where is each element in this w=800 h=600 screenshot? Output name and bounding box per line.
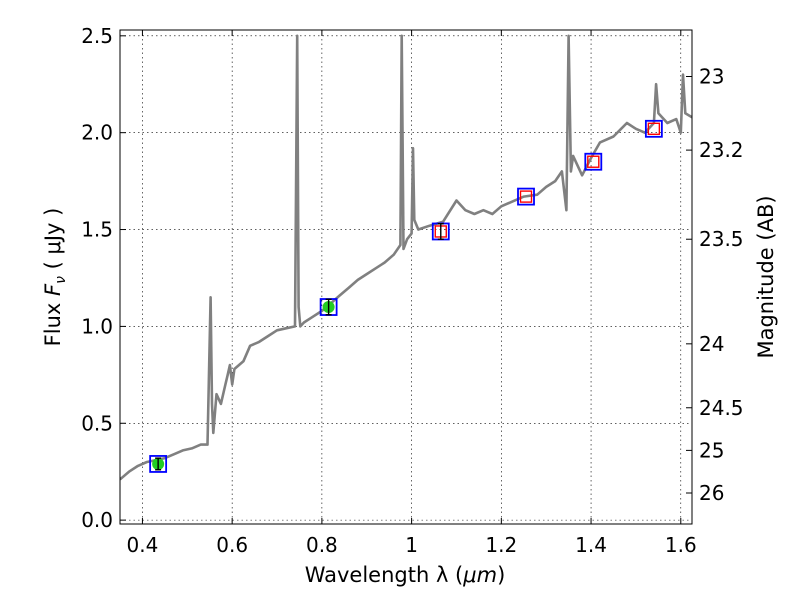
- x-axis-label: Wavelength λ (μm): [305, 563, 506, 587]
- x-tick-label: 1.6: [665, 533, 697, 557]
- y-tick-label: 2.5: [81, 24, 113, 48]
- y2-tick-label: 25: [699, 438, 724, 462]
- model-flux-box: [517, 187, 535, 206]
- y-tick-label: 0.0: [81, 508, 113, 532]
- x-tick-label: 0.4: [127, 533, 159, 557]
- upper-limit-box: [647, 122, 661, 136]
- y-axis-label: Flux Fν ( μJy ): [41, 208, 69, 347]
- x-axis-label-unit: μm: [462, 563, 497, 587]
- y2-tick-label: 23.2: [699, 138, 744, 162]
- x-tick-label: 1.2: [485, 533, 517, 557]
- upper-limit-box: [587, 155, 600, 168]
- y-tick-label: 1.5: [81, 218, 113, 242]
- y-tick-label: 1.0: [81, 314, 113, 338]
- y-axis-label-main: Flux: [41, 296, 65, 346]
- y-axis-label-sub: ν: [53, 276, 69, 284]
- plot-frame: [119, 29, 693, 525]
- x-axis-ticks: 0.4 0.6 0.8 1 1.2 1.4 1.6: [127, 30, 697, 557]
- model-flux-box: [644, 119, 663, 138]
- y2-axis-ticks: 23 23.2 23.5 24 24.5 25 26: [686, 64, 744, 505]
- x-tick-label: 1: [405, 533, 418, 557]
- x-tick-label: 0.6: [216, 533, 248, 557]
- y-tick-label: 2.0: [81, 121, 113, 145]
- y2-tick-label: 24: [699, 332, 724, 356]
- x-axis-label-main: Wavelength λ (: [305, 563, 464, 587]
- x-tick-label: 1.4: [575, 533, 607, 557]
- grid-lines: [120, 30, 692, 524]
- y-axis-ticks: 0.0 0.5 1.0 1.5 2.0 2.5: [81, 24, 126, 532]
- y-tick-label: 0.5: [81, 411, 113, 435]
- y2-tick-label: 26: [699, 481, 724, 505]
- x-axis-label-close: ): [497, 563, 505, 587]
- y-axis-label-unit: ( μJy ): [41, 208, 65, 276]
- model-flux-box: [584, 152, 603, 171]
- y2-tick-label: 23: [699, 64, 724, 88]
- model-spectrum-line: [120, 34, 692, 481]
- upper-limit-box: [519, 190, 533, 203]
- y-axis-label-symbol: F: [41, 283, 65, 296]
- y2-tick-label: 23.5: [699, 227, 744, 251]
- x-tick-label: 0.8: [306, 533, 338, 557]
- y2-axis-label: Magnitude (AB): [754, 195, 778, 358]
- plot-area: [120, 34, 692, 481]
- y2-tick-label: 24.5: [699, 396, 744, 420]
- model-flux-box: [149, 455, 168, 473]
